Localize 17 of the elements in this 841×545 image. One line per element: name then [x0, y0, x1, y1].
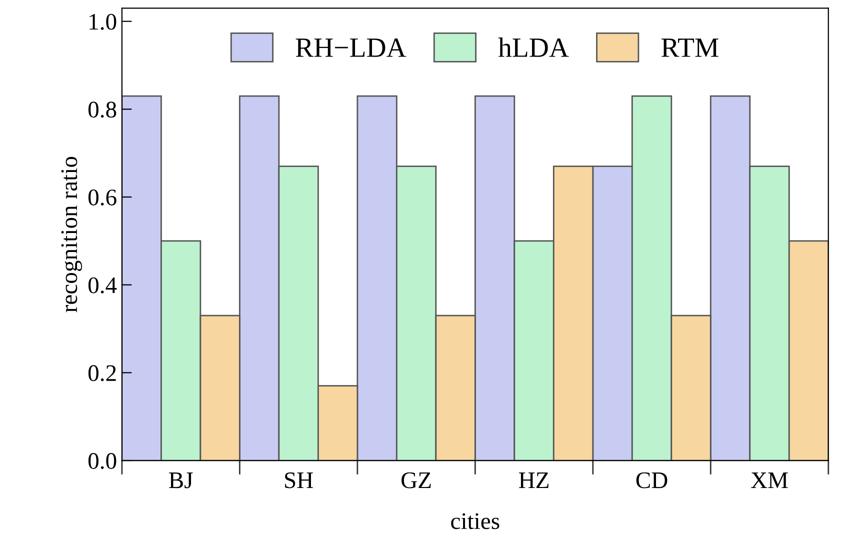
y-tick-label: 0.8 — [88, 102, 116, 118]
legend-label: RH−LDA — [296, 38, 406, 57]
x-tick-label: BJ — [169, 472, 193, 488]
x-tick-label: HZ — [518, 472, 548, 488]
y-tick-label: 0.2 — [88, 365, 116, 382]
y-tick-label: 0.0 — [88, 453, 116, 470]
x-tick-label: CD — [636, 472, 668, 488]
y-tick-label: 0.6 — [88, 190, 116, 206]
x-tick-label: SH — [285, 472, 313, 488]
x-axis-title: cities — [451, 513, 500, 530]
legend-label: hLDA — [498, 38, 569, 57]
x-tick-label: XM — [751, 472, 788, 488]
y-axis-title: recognition ratio — [61, 156, 82, 312]
x-tick-label: GZ — [402, 472, 431, 488]
y-tick-label: 1.0 — [90, 14, 116, 30]
y-tick-label: 0.4 — [88, 277, 117, 294]
legend-label: RTM — [661, 38, 718, 57]
